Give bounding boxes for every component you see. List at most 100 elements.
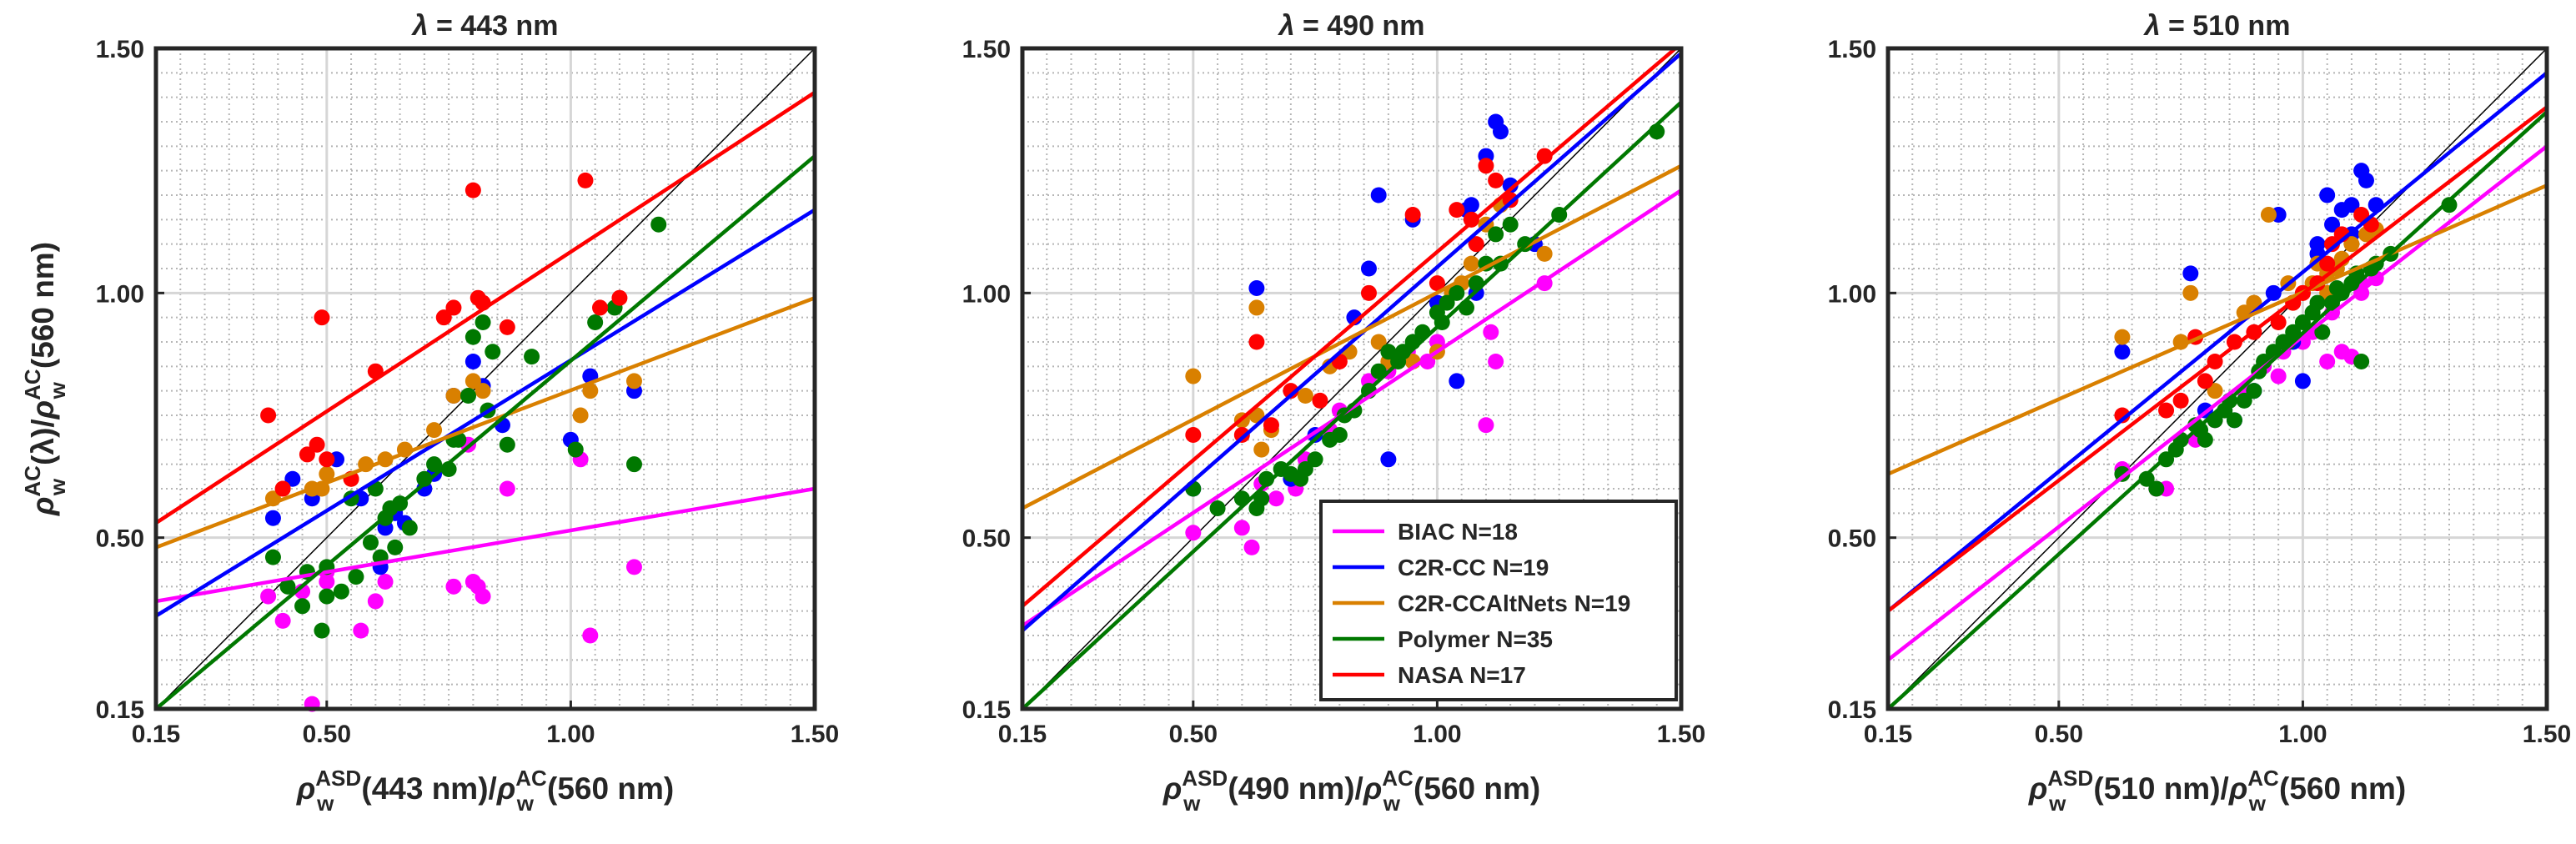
data-point <box>2226 412 2242 429</box>
data-point <box>1253 441 1270 458</box>
data-point <box>577 172 594 188</box>
data-point <box>1248 299 1265 316</box>
y-tick-label: 0.15 <box>962 696 1011 724</box>
data-point <box>264 549 281 565</box>
data-point <box>2114 344 2131 360</box>
data-point <box>435 309 452 326</box>
series-nasa <box>260 172 628 497</box>
data-point <box>1185 426 1202 443</box>
fit-line-polymer <box>1022 100 1681 709</box>
data-point <box>2343 236 2360 253</box>
data-point <box>445 388 462 404</box>
fit-line-polymer <box>156 154 815 709</box>
data-point <box>2324 236 2341 253</box>
data-point <box>2343 197 2360 214</box>
y-tick-label: 1.50 <box>962 36 1011 63</box>
x-tick-label: 0.15 <box>998 721 1047 748</box>
data-point <box>2319 255 2336 272</box>
y-tick-label: 0.50 <box>96 525 144 553</box>
data-point <box>2236 392 2252 409</box>
y-tick-label: 1.00 <box>962 280 1011 308</box>
x-tick-label: 0.50 <box>2035 721 2083 748</box>
data-point <box>2260 206 2277 223</box>
data-point <box>499 480 515 497</box>
data-point <box>1478 417 1494 434</box>
fit-line-c2r-cc <box>1888 71 2547 613</box>
data-point <box>1233 520 1250 536</box>
fit-line-c2r-ccaltnets <box>1888 183 2547 476</box>
data-point <box>294 598 311 615</box>
data-point <box>1488 226 1504 243</box>
data-point <box>1439 294 1455 311</box>
x-axis-label: ρASD w (490 nm)/ρAC w (560 nm) <box>1162 766 1540 816</box>
fit-line-polymer <box>1888 110 2547 709</box>
data-point <box>1360 284 1377 301</box>
one-to-one-line <box>1888 48 2547 709</box>
y-tick-label: 1.00 <box>96 280 144 308</box>
data-point <box>1263 417 1279 434</box>
data-point <box>333 583 349 600</box>
data-point <box>2138 470 2155 487</box>
data-point <box>1463 211 1479 228</box>
chart-title: λ = 510 nm <box>2143 10 2291 42</box>
data-point <box>2324 216 2341 233</box>
x-axis-label: ρASD w (510 nm)/ρAC w (560 nm) <box>2028 766 2406 816</box>
data-point <box>1404 206 1421 223</box>
data-point <box>1488 353 1504 369</box>
fit-line-c2r-ccaltnets <box>156 296 815 550</box>
x-tick-label: 1.00 <box>2278 721 2327 748</box>
data-point <box>1492 123 1509 140</box>
data-point <box>362 535 379 551</box>
data-point <box>2226 334 2242 350</box>
data-point <box>625 456 642 473</box>
y-tick-label: 0.15 <box>1828 696 1876 724</box>
data-point <box>464 329 481 345</box>
data-point <box>582 627 599 644</box>
data-point <box>475 383 491 399</box>
data-point <box>464 353 481 369</box>
data-point <box>1483 324 1499 340</box>
data-point <box>416 470 433 487</box>
fit-line-nasa <box>1022 48 1679 608</box>
data-point <box>2358 172 2374 188</box>
data-point <box>2172 392 2189 409</box>
data-point <box>611 289 628 306</box>
data-point <box>464 182 481 198</box>
grid <box>156 48 815 709</box>
data-point <box>475 588 491 605</box>
data-point <box>314 622 330 639</box>
data-point <box>499 319 515 335</box>
data-point <box>1370 334 1387 350</box>
data-point <box>319 465 335 482</box>
data-point <box>1307 451 1323 468</box>
data-point <box>2353 353 2370 369</box>
data-point <box>299 446 315 463</box>
data-point <box>1243 539 1260 555</box>
legend-box <box>1319 500 1678 701</box>
data-point <box>1185 368 1202 384</box>
data-point <box>2294 314 2311 331</box>
data-point <box>587 314 604 331</box>
one-to-one-line <box>1022 48 1681 709</box>
x-tick-label: 1.00 <box>546 721 595 748</box>
data-point <box>401 520 418 536</box>
data-point <box>1297 388 1313 404</box>
data-point <box>1233 426 1250 443</box>
data-point <box>1380 451 1397 468</box>
data-point <box>309 436 325 453</box>
data-point <box>2114 407 2131 424</box>
data-point <box>2158 402 2175 419</box>
data-point <box>353 622 369 639</box>
data-point <box>2314 324 2331 340</box>
data-point <box>274 612 291 629</box>
legend: BIAC N=18 C2R-CC N=19 C2R-CCAltNets N=19 Po… <box>1319 500 1678 701</box>
y-tick-label: 1.50 <box>96 36 144 63</box>
fit-line-c2r-ccaltnets <box>1022 163 1681 510</box>
data-point <box>1536 245 1553 262</box>
data-point <box>260 588 277 605</box>
legend-entry: NASA N=17 <box>1398 662 1526 688</box>
data-point <box>1248 334 1265 350</box>
data-point <box>1449 284 1465 301</box>
data-point <box>2319 353 2336 369</box>
data-point <box>426 456 443 473</box>
